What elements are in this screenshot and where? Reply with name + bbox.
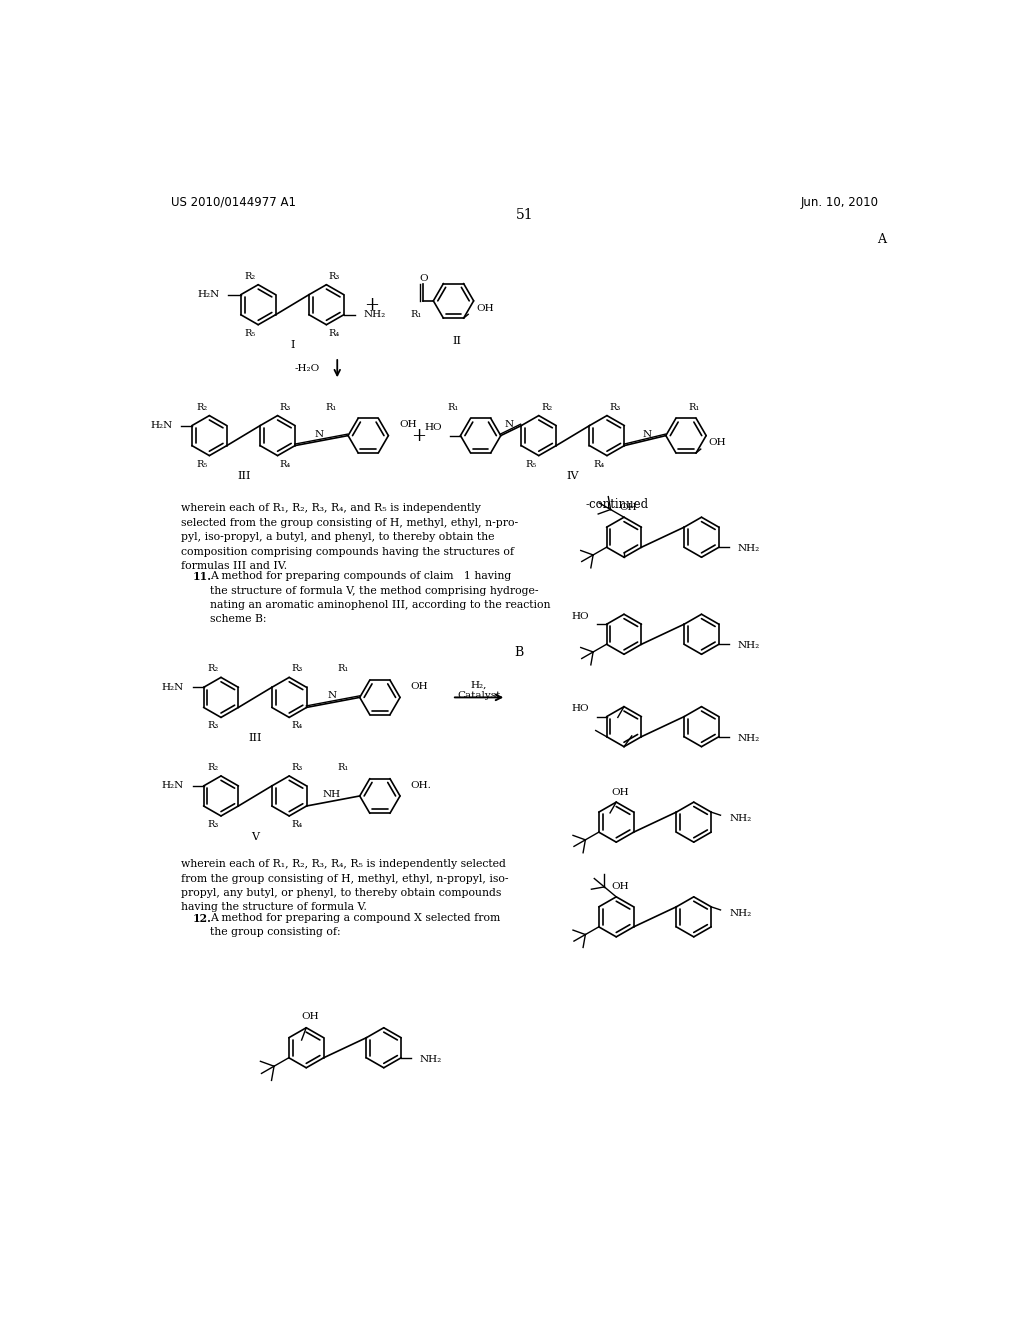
Text: H₂N: H₂N xyxy=(162,682,184,692)
Text: R₄: R₄ xyxy=(329,329,340,338)
Text: III: III xyxy=(249,733,262,743)
Text: H₂N: H₂N xyxy=(162,781,184,791)
Text: N: N xyxy=(504,420,513,429)
Text: R₁: R₁ xyxy=(337,763,348,772)
Text: A: A xyxy=(877,232,886,246)
Text: HO: HO xyxy=(571,705,590,713)
Text: OH.: OH. xyxy=(410,780,431,789)
Text: R₃: R₃ xyxy=(208,820,219,829)
Text: B: B xyxy=(515,647,524,659)
Text: A method for preparing compounds of claim  1 having
the structure of formula V, : A method for preparing compounds of clai… xyxy=(210,572,551,624)
Text: NH₂: NH₂ xyxy=(737,642,760,651)
Text: N: N xyxy=(314,430,324,440)
Text: 51: 51 xyxy=(516,207,534,222)
Text: wherein each of R₁, R₂, R₃, R₄, R₅ is independently selected
from the group cons: wherein each of R₁, R₂, R₃, R₄, R₅ is in… xyxy=(180,859,508,912)
Text: II: II xyxy=(453,335,462,346)
Text: N: N xyxy=(327,690,336,700)
Text: R₄: R₄ xyxy=(291,722,302,730)
Text: OH: OH xyxy=(476,305,494,313)
Text: R₄: R₄ xyxy=(280,459,291,469)
Text: R₄: R₄ xyxy=(291,820,302,829)
Text: -H₂O: -H₂O xyxy=(295,364,321,374)
Text: R₁: R₁ xyxy=(337,664,348,673)
Text: R₂: R₂ xyxy=(208,664,219,673)
Text: R₄: R₄ xyxy=(594,459,605,469)
Text: 12.: 12. xyxy=(194,913,212,924)
Text: R₃: R₃ xyxy=(208,722,219,730)
Text: O: O xyxy=(419,275,428,282)
Text: NH₂: NH₂ xyxy=(420,1055,442,1064)
Text: NH₂: NH₂ xyxy=(730,814,752,822)
Text: OH: OH xyxy=(410,682,428,692)
Text: R₂: R₂ xyxy=(208,763,219,772)
Text: Jun. 10, 2010: Jun. 10, 2010 xyxy=(801,195,879,209)
Text: 11.: 11. xyxy=(194,572,212,582)
Text: H₂N: H₂N xyxy=(198,290,220,300)
Text: OH: OH xyxy=(611,788,629,796)
Text: R₅: R₅ xyxy=(196,459,207,469)
Text: R₁: R₁ xyxy=(447,403,459,412)
Text: NH₂: NH₂ xyxy=(737,544,760,553)
Text: HO: HO xyxy=(571,612,590,620)
Text: HO: HO xyxy=(424,424,442,433)
Text: R₁: R₁ xyxy=(326,403,337,412)
Text: R₃: R₃ xyxy=(329,272,340,281)
Text: Catalyst: Catalyst xyxy=(458,690,501,700)
Text: I: I xyxy=(290,339,295,350)
Text: OH: OH xyxy=(611,882,629,891)
Text: R₅: R₅ xyxy=(245,329,256,338)
Text: H₂,: H₂, xyxy=(471,681,487,689)
Text: V: V xyxy=(251,832,259,842)
Text: NH: NH xyxy=(323,789,341,799)
Text: R₃: R₃ xyxy=(291,763,302,772)
Text: +: + xyxy=(411,426,426,445)
Text: US 2010/0144977 A1: US 2010/0144977 A1 xyxy=(171,195,296,209)
Text: +: + xyxy=(365,296,380,314)
Text: R₅: R₅ xyxy=(525,459,537,469)
Text: R₃: R₃ xyxy=(291,664,302,673)
Text: OH: OH xyxy=(620,503,637,512)
Text: H₂N: H₂N xyxy=(151,421,173,430)
Text: -continued: -continued xyxy=(586,499,648,511)
Text: R₃: R₃ xyxy=(280,403,291,412)
Text: NH₂: NH₂ xyxy=(737,734,760,743)
Text: III: III xyxy=(238,471,251,482)
Text: R₃: R₃ xyxy=(609,403,621,412)
Text: R₂: R₂ xyxy=(245,272,256,281)
Text: wherein each of R₁, R₂, R₃, R₄, and R₅ is independently
selected from the group : wherein each of R₁, R₂, R₃, R₄, and R₅ i… xyxy=(180,503,518,572)
Text: A method for preparing a compound X selected from
the group consisting of:: A method for preparing a compound X sele… xyxy=(210,913,501,937)
Text: R₁: R₁ xyxy=(411,310,422,319)
Text: OH: OH xyxy=(709,438,726,447)
Text: OH: OH xyxy=(301,1012,318,1022)
Text: NH₂: NH₂ xyxy=(730,908,752,917)
Text: R₂: R₂ xyxy=(196,403,207,412)
Text: OH: OH xyxy=(399,420,417,429)
Text: N: N xyxy=(643,430,652,440)
Text: NH₂: NH₂ xyxy=(364,310,385,319)
Text: R₁: R₁ xyxy=(688,403,699,412)
Text: R₂: R₂ xyxy=(541,403,552,412)
Text: IV: IV xyxy=(566,471,580,482)
